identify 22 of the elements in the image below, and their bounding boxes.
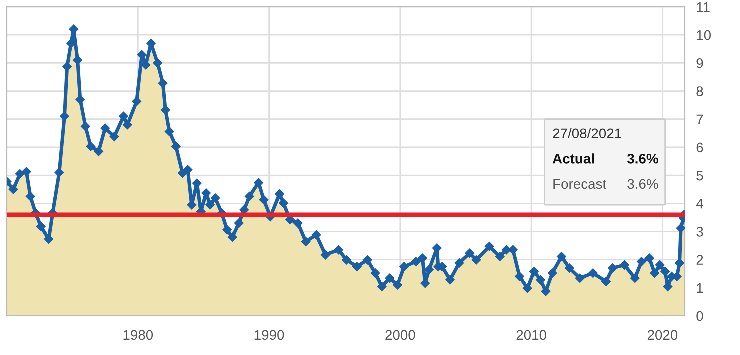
y-tick-label: 1 (697, 283, 704, 293)
y-tick-label: 7 (696, 114, 704, 124)
y-tick-label: 2 (696, 255, 704, 265)
y-tick-label: 9 (696, 58, 704, 68)
x-tick-label: 2010 (516, 330, 546, 340)
annotation: Forecast (554, 179, 606, 190)
x-tick-label: 1980 (124, 330, 154, 340)
y-tick-label: 6 (696, 142, 704, 153)
y-tick-label: 10 (697, 30, 712, 40)
y-tick-label: 5 (696, 171, 704, 181)
annotation: 3.6% (628, 179, 658, 190)
y-tick-label: 0 (696, 311, 704, 322)
annotation: 3.6% (627, 154, 658, 164)
x-tick-label: 2020 (648, 330, 678, 340)
x-tick-label: 2000 (386, 330, 416, 340)
annotation: Actual (552, 154, 594, 164)
annotation: 27/08/2021 (553, 128, 622, 139)
y-tick-label: 4 (696, 199, 704, 209)
y-tick-label: 8 (696, 86, 704, 96)
y-tick-label: 3 (696, 227, 704, 237)
x-tick-label: 1990 (254, 330, 284, 340)
y-tick-label: 11 (697, 2, 710, 12)
